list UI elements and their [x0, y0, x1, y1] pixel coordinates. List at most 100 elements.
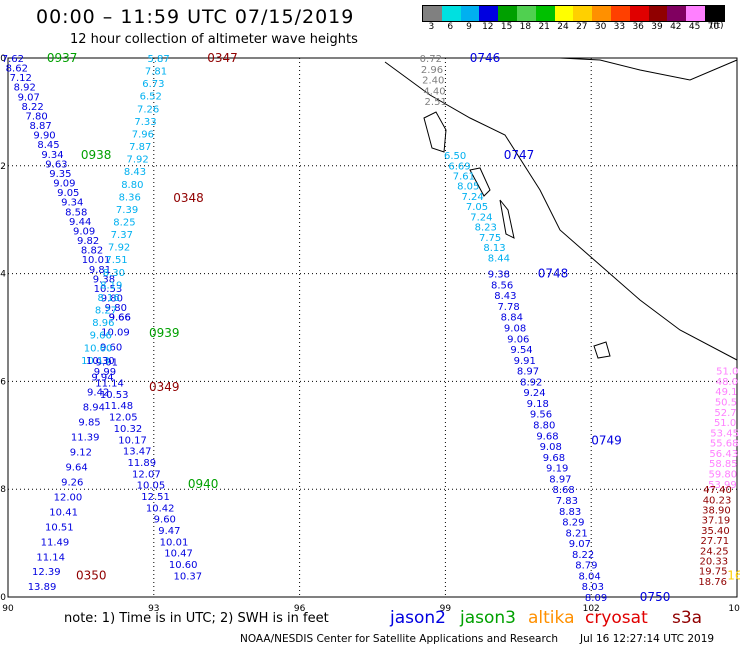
island-enggano [593, 341, 611, 359]
swh-value: 10.42 [146, 503, 175, 514]
swh-value: 8.97 [517, 367, 539, 378]
swh-value: 7.05 [466, 202, 488, 213]
swh-value: 12.00 [54, 492, 83, 503]
swh-value: 7.24 [470, 212, 492, 223]
y-tick-label: -4 [0, 270, 6, 280]
swh-value: 7.51 [105, 255, 127, 266]
swh-value: 9.63 [45, 159, 67, 170]
swh-value: 10.60 [169, 560, 198, 571]
colorbar-swatch [535, 6, 555, 21]
swh-value: 8.09 [585, 593, 607, 604]
swh-value: 10.47 [164, 549, 193, 560]
swh-value: 8.27 [95, 306, 117, 317]
swh-value: 9.35 [49, 169, 71, 180]
colorbar-label: 21 [538, 22, 550, 32]
chart-title: 00:00 – 11:59 UTC 07/15/2019 [36, 6, 355, 28]
swh-value: 9.56 [530, 410, 552, 421]
swh-value: 9.06 [507, 334, 529, 345]
colorbar-label: 42 [670, 22, 682, 32]
swh-value: 48.0 [716, 377, 738, 388]
swh-value: 8.83 [559, 507, 581, 518]
swh-value: 11.48 [104, 401, 133, 412]
colorbar-swatch [610, 6, 630, 21]
pass-time-label: 0749 [591, 434, 622, 448]
swh-value: 9.66 [109, 313, 131, 324]
swh-value: 51.0 [716, 367, 738, 378]
swh-value: 2.51 [425, 97, 447, 108]
swh-value: 9.47 [158, 526, 180, 537]
swh-value: 8.04 [578, 571, 600, 582]
swh-value: 9.42 [87, 388, 109, 399]
island-simeulue [423, 111, 447, 153]
swh-value: 8.19 [100, 280, 122, 291]
swh-value: 8.44 [488, 253, 510, 264]
swh-value: 9.68 [536, 431, 558, 442]
swh-value: 10.17 [118, 435, 147, 446]
pass-time-label: 0750 [640, 590, 671, 604]
x-tick-label: 96 [294, 604, 306, 614]
swh-value: 7.96 [132, 129, 154, 140]
swh-value: 9.80 [105, 303, 127, 314]
pass-time-label: 0747 [504, 148, 535, 162]
swh-value: 8.58 [65, 207, 87, 218]
swh-value: 10.13 [81, 356, 110, 367]
swh-value: 2.96 [421, 65, 443, 76]
swh-value: 8.97 [549, 474, 571, 485]
colorbar-swatch [686, 6, 705, 21]
swh-value: 8.29 [562, 518, 584, 529]
swh-value: 8.82 [81, 246, 103, 257]
swh-value: 10.53 [100, 390, 129, 401]
colorbar-label: 27 [576, 22, 588, 32]
swh-value: 11.49 [41, 537, 70, 548]
x-tick-label: 93 [148, 604, 159, 614]
pass-time-label: 0347 [207, 51, 238, 65]
swh-value: 11.14 [36, 552, 65, 563]
swh-value: 8.87 [29, 121, 51, 132]
swh-value: 8.96 [92, 318, 114, 329]
swh-value: 9.94 [91, 373, 113, 384]
swh-value: 7.78 [497, 302, 519, 313]
swh-value: 24.25 [700, 546, 729, 557]
pass-time-label: 16 [727, 568, 740, 582]
swh-value: 10.51 [45, 522, 74, 533]
colorbar-swatch [573, 6, 593, 21]
swh-value: 8.68 [553, 485, 575, 496]
legend-s3a: s3a [672, 608, 703, 628]
swh-value: 9.12 [70, 447, 92, 458]
colorbar-swatch [629, 6, 649, 21]
swh-value: 8.21 [565, 528, 587, 539]
y-tick-label: -2 [0, 162, 6, 172]
swh-value: 6.69 [448, 161, 470, 172]
swh-value: 8.94 [83, 403, 105, 414]
swh-value: 12.05 [109, 413, 138, 424]
swh-value: 9.24 [523, 388, 545, 399]
pass-time-label: 0350 [76, 568, 107, 582]
colorbar-label: 12 [482, 22, 494, 32]
colorbar-label: 6 [447, 22, 454, 32]
swh-value: 9.38 [488, 270, 510, 281]
swh-value: 10.53 [94, 284, 123, 295]
swh-value: 8.43 [124, 167, 146, 178]
swh-value: 12.39 [32, 567, 61, 578]
swh-value: 6.50 [444, 151, 466, 162]
colorbar-swatch [479, 6, 499, 21]
swh-value: 7.80 [25, 111, 47, 122]
swh-value: 9.19 [546, 464, 568, 475]
swh-value: 53.99 [708, 480, 737, 491]
swh-value: 7.26 [137, 104, 159, 115]
swh-value: 12.51 [141, 492, 170, 503]
colorbar [422, 5, 725, 22]
swh-value: 50.5 [715, 397, 737, 408]
pass-time-label: 0748 [538, 267, 569, 281]
swh-value: 8.92 [14, 83, 36, 94]
footer-date: Jul 16 12:27:14 UTC 2019 [580, 633, 715, 645]
swh-value: 13.89 [28, 582, 57, 593]
swh-value: 9.68 [543, 453, 565, 464]
swh-value: 10.41 [49, 507, 78, 518]
colorbar-label: 15 [500, 22, 513, 32]
swh-value: 58.85 [709, 459, 738, 470]
colorbar-swatch [704, 6, 724, 21]
swh-value: 7.37 [111, 230, 133, 241]
swh-value: 8.22 [572, 550, 594, 561]
